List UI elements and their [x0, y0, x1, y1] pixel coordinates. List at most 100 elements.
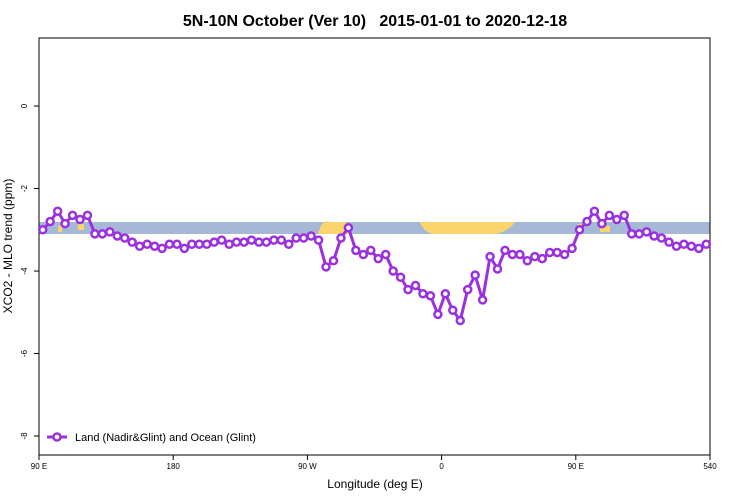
data-point: [433, 309, 443, 320]
data-point: [224, 239, 234, 249]
data-point: [395, 272, 406, 282]
data-point: [187, 239, 197, 249]
legend-marker: [52, 432, 62, 442]
data-point: [291, 233, 301, 243]
data-point: [530, 251, 540, 262]
data-point: [552, 247, 562, 258]
data-point: [179, 243, 190, 254]
data-point: [366, 245, 376, 256]
data-point: [298, 233, 309, 243]
chart-title: 5N-10N October (Ver 10) 2015-01-01 to 20…: [183, 13, 567, 30]
data-point: [634, 229, 644, 239]
data-point: [515, 249, 525, 260]
data-point: [75, 214, 85, 225]
data-point: [641, 227, 652, 237]
data-point: [45, 216, 55, 227]
data-point: [701, 239, 712, 249]
data-point: [671, 241, 682, 252]
data-point: [589, 206, 600, 216]
data-point: [559, 249, 570, 260]
data-point: [462, 284, 473, 295]
data-point: [313, 235, 324, 245]
data-point: [269, 235, 279, 245]
y-axis-label: XCO2 - MLO trend (ppm): [1, 179, 15, 314]
data-point: [455, 315, 465, 326]
data-point: [626, 229, 637, 239]
data-point: [373, 253, 383, 264]
data-point: [582, 216, 592, 227]
data-point: [97, 229, 108, 239]
data-point: [328, 255, 339, 266]
data-point: [239, 237, 249, 247]
data-point: [358, 249, 369, 260]
data-point: [507, 249, 518, 260]
data-point: [246, 235, 257, 245]
data-point: [284, 239, 294, 249]
data-point: [425, 291, 436, 301]
data-point: [276, 235, 287, 245]
data-point: [127, 237, 137, 247]
data-point: [343, 222, 354, 233]
x-tick-label: 90 W: [298, 462, 317, 471]
y-tick-label: -8: [20, 432, 29, 440]
data-point: [67, 210, 78, 221]
data-point: [202, 239, 212, 249]
data-point: [649, 231, 659, 241]
data-point: [485, 251, 495, 262]
x-tick-label: 180: [167, 462, 181, 471]
y-tick-label: -6: [20, 349, 29, 357]
data-point: [105, 227, 115, 237]
data-point: [694, 243, 704, 254]
data-point: [157, 243, 167, 254]
data-point: [194, 239, 205, 249]
data-point: [172, 239, 182, 249]
data-point: [351, 245, 361, 256]
data-point: [306, 231, 316, 241]
data-point: [448, 305, 458, 315]
data-point: [60, 218, 70, 229]
data-point: [604, 210, 615, 221]
data-point: [477, 295, 488, 305]
y-tick-label: -4: [20, 267, 29, 275]
data-point: [492, 264, 503, 274]
data-point: [656, 233, 667, 243]
data-point: [470, 270, 480, 280]
x-axis-label: Longitude (deg E): [327, 477, 422, 491]
data-point: [686, 241, 697, 252]
x-tick-label: 540: [703, 462, 717, 471]
data-point: [254, 237, 264, 247]
data-point: [544, 247, 555, 258]
data-point: [90, 229, 100, 239]
data-point: [261, 237, 272, 247]
data-point: [597, 218, 607, 229]
data-point: [336, 233, 346, 243]
data-point: [149, 241, 160, 252]
data-point: [380, 249, 391, 260]
y-tick-label: -2: [20, 184, 29, 192]
data-point: [403, 284, 413, 295]
y-tick-label: 0: [20, 103, 29, 108]
data-point: [231, 237, 242, 247]
data-point: [388, 266, 398, 276]
data-point: [522, 255, 533, 266]
x-tick-label: 90 E: [568, 462, 584, 471]
land-ocean-strip: [39, 221, 710, 234]
data-point: [500, 245, 510, 256]
data-point: [164, 239, 175, 249]
data-point: [134, 241, 145, 252]
data-point: [321, 262, 331, 272]
data-point: [216, 235, 227, 245]
data-point: [37, 225, 48, 235]
data-point: [664, 237, 674, 247]
data-point: [619, 210, 630, 221]
x-tick-label: 90 E: [31, 462, 47, 471]
x-tick-label: 0: [439, 462, 444, 471]
data-point: [679, 239, 689, 249]
data-point: [410, 280, 421, 291]
data-point: [112, 231, 123, 241]
legend-label: Land (Nadir&Glint) and Ocean (Glint): [75, 432, 256, 444]
data-point: [119, 233, 130, 243]
data-point: [82, 210, 93, 221]
data-point: [209, 237, 219, 247]
